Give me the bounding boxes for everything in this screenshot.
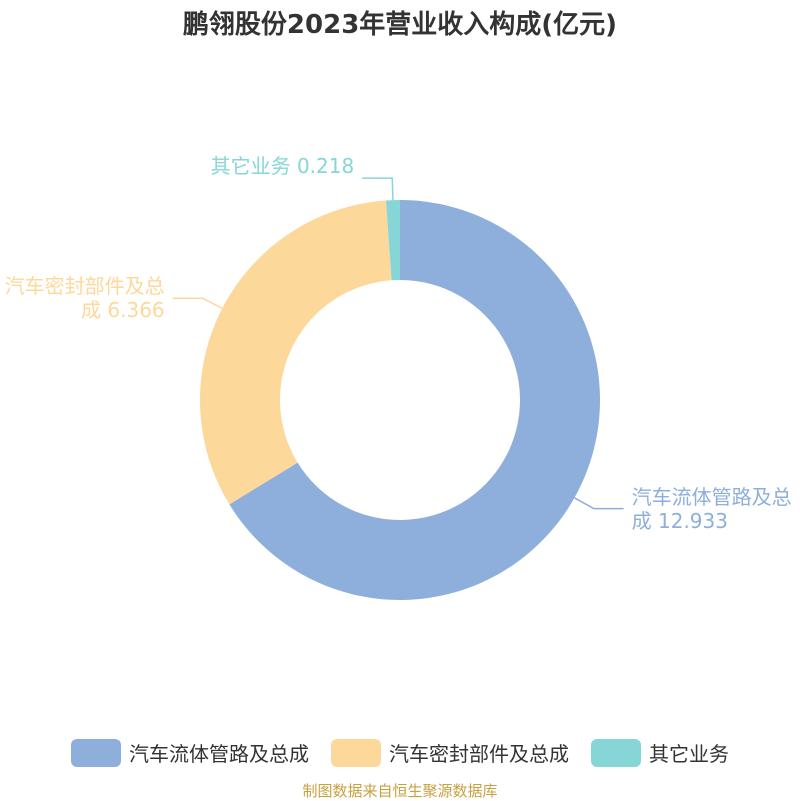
label-category: 汽车流体管路及总成 xyxy=(631,484,792,533)
donut-slice xyxy=(385,200,400,281)
chart-title: 鹏翎股份2023年营业收入构成(亿元) xyxy=(182,10,618,40)
label-value: 6.366 xyxy=(107,298,165,323)
label-category: 其它业务 xyxy=(210,154,291,179)
legend-label: 其它业务 xyxy=(649,742,729,766)
leader-line xyxy=(172,297,223,310)
legend-label: 汽车流体管路及总成 xyxy=(129,742,309,766)
legend-item: 汽车流体管路及总成 xyxy=(71,738,309,767)
data-label: 汽车流体管路及总成 12.933 xyxy=(632,485,792,533)
legend-swatch xyxy=(591,738,641,767)
leader-line xyxy=(362,177,394,201)
legend: 汽车流体管路及总成 汽车密封部件及总成 其它业务 xyxy=(0,738,800,767)
label-value: 0.218 xyxy=(296,154,355,179)
data-label: 其它业务 0.218 xyxy=(194,154,355,179)
donut-slice xyxy=(229,200,601,601)
label-value: 12.933 xyxy=(658,508,728,533)
label-category: 汽车密封部件及总成 xyxy=(4,274,165,323)
legend-swatch xyxy=(331,738,381,767)
data-label: 汽车密封部件及总成 6.366 xyxy=(5,274,165,322)
legend-label: 汽车密封部件及总成 xyxy=(389,742,569,766)
legend-item: 汽车密封部件及总成 xyxy=(331,738,569,767)
legend-item: 其它业务 xyxy=(591,738,729,767)
legend-swatch xyxy=(71,738,121,767)
donut-slice xyxy=(199,200,392,505)
leader-line xyxy=(574,497,624,510)
source-note: 制图数据来自恒生聚源数据库 xyxy=(302,782,498,800)
